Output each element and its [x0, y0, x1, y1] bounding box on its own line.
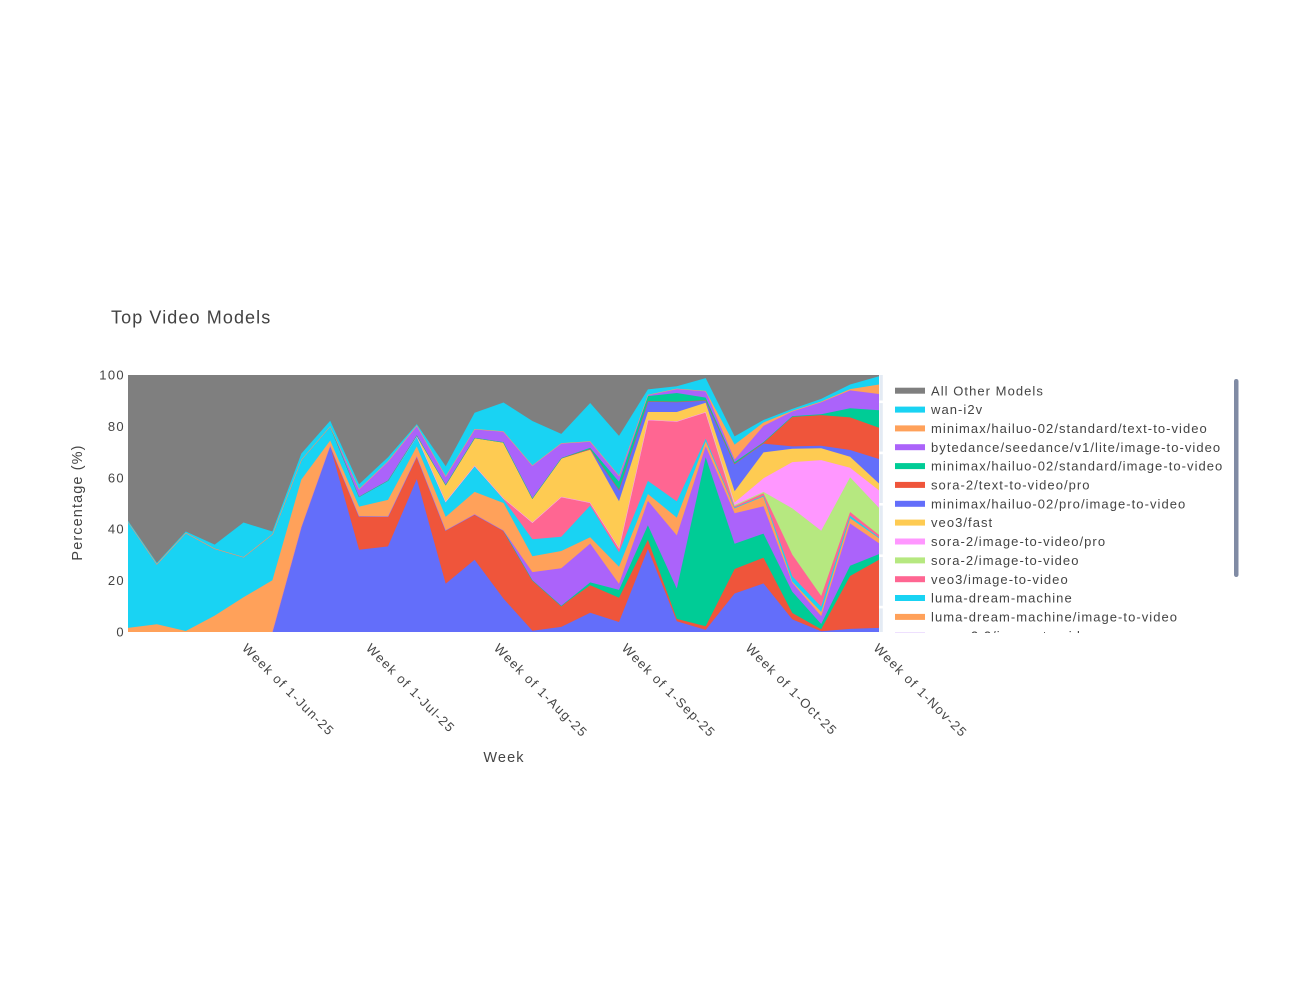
svg-text:40: 40 — [108, 522, 125, 537]
svg-text:0: 0 — [116, 625, 125, 640]
svg-text:80: 80 — [108, 419, 125, 434]
svg-text:bytedance/seedance/v1/lite/ima: bytedance/seedance/v1/lite/image-to-vide… — [931, 440, 1221, 455]
svg-text:sora-2/text-to-video/pro: sora-2/text-to-video/pro — [931, 478, 1091, 493]
svg-text:Percentage (%): Percentage (%) — [70, 444, 86, 560]
svg-text:luma-dream-machine/image-to-vi: luma-dream-machine/image-to-video — [931, 610, 1178, 625]
svg-text:minimax/hailuo-02/pro/image-to: minimax/hailuo-02/pro/image-to-video — [931, 496, 1186, 511]
svg-text:veo3/image-to-video: veo3/image-to-video — [931, 572, 1069, 587]
svg-text:100: 100 — [99, 368, 125, 383]
svg-text:60: 60 — [108, 470, 125, 485]
svg-text:20: 20 — [108, 573, 125, 588]
svg-text:luma-dream-machine: luma-dream-machine — [931, 591, 1073, 606]
svg-text:Top Video Models: Top Video Models — [111, 308, 271, 328]
svg-text:veo3/fast: veo3/fast — [931, 515, 993, 530]
svg-text:wan-i2v: wan-i2v — [930, 402, 983, 417]
svg-text:sora-2/image-to-video/pro: sora-2/image-to-video/pro — [931, 534, 1106, 549]
svg-text:Week: Week — [483, 750, 524, 766]
svg-text:All Other Models: All Other Models — [931, 383, 1044, 398]
svg-text:minimax/hailuo-02/standard/tex: minimax/hailuo-02/standard/text-to-video — [931, 421, 1208, 436]
svg-text:wan-v2.2/image-to-video: wan-v2.2/image-to-video — [930, 628, 1098, 643]
svg-text:sora-2/image-to-video: sora-2/image-to-video — [931, 553, 1080, 568]
svg-text:minimax/hailuo-02/standard/ima: minimax/hailuo-02/standard/image-to-vide… — [931, 459, 1223, 474]
